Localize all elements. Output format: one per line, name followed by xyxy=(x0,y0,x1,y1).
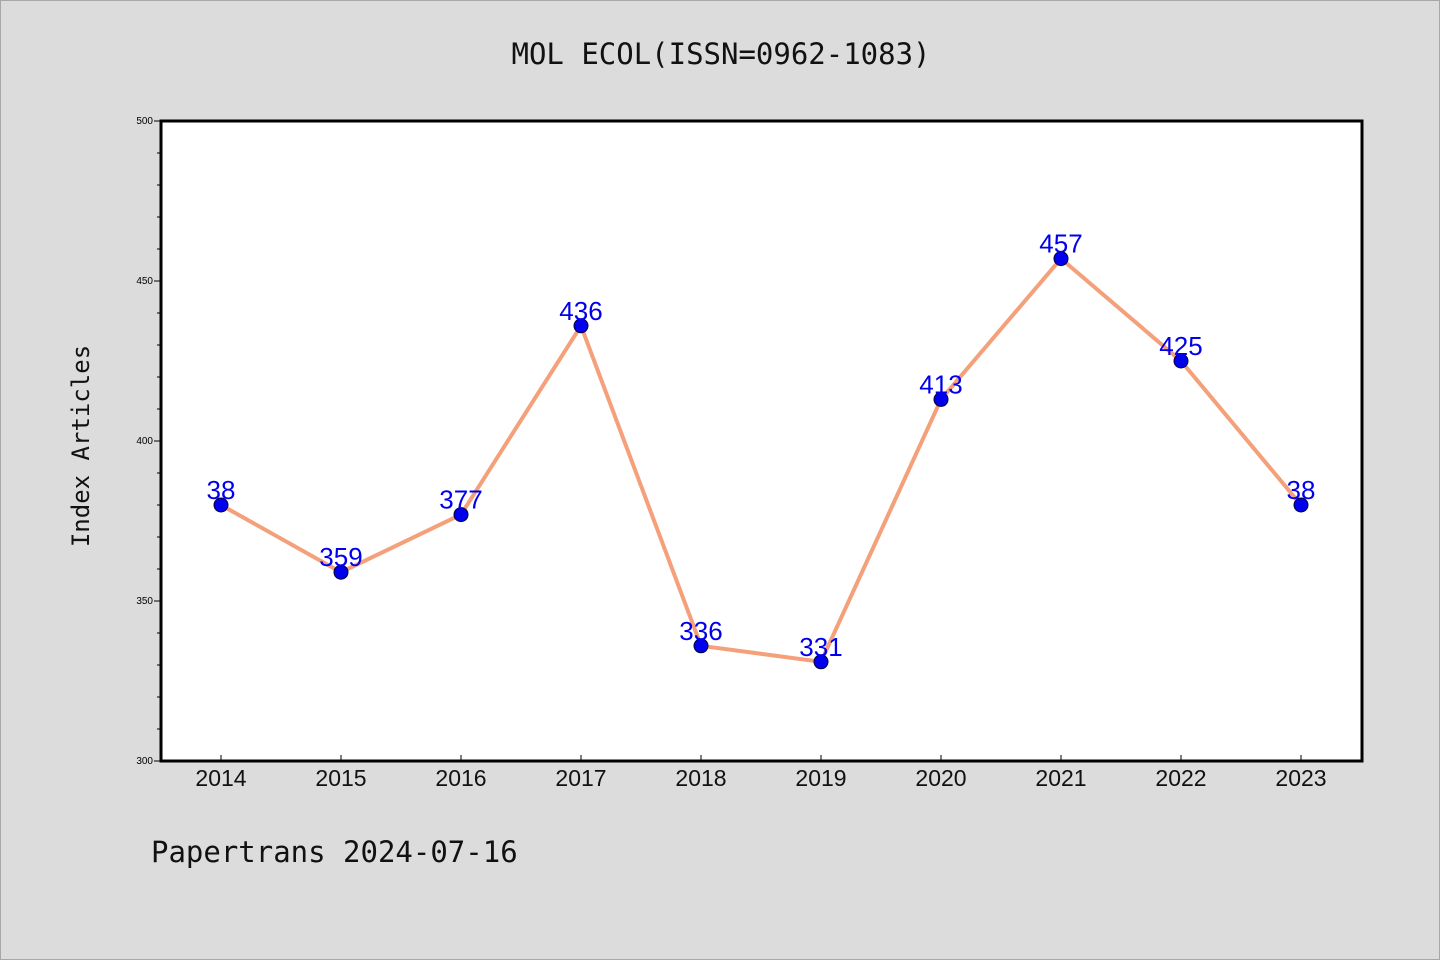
chart-title: MOL ECOL(ISSN=0962-1083) xyxy=(511,37,931,71)
data-label: 377 xyxy=(439,485,482,515)
data-label: 359 xyxy=(319,542,362,572)
x-tick-label: 2018 xyxy=(675,765,726,791)
series-line xyxy=(220,256,1303,664)
data-label: 457 xyxy=(1039,229,1082,259)
x-tick-label: 2015 xyxy=(315,765,366,791)
x-tick-label: 2021 xyxy=(1035,765,1086,791)
data-label: 38 xyxy=(1287,475,1316,505)
data-label: 38 xyxy=(207,475,236,505)
footer-credit: Papertrans 2024-07-16 xyxy=(151,835,518,869)
y-tick-label: 350 xyxy=(136,596,153,607)
x-tick-label: 2016 xyxy=(435,765,486,791)
y-tick-label: 450 xyxy=(136,276,153,287)
x-tick-label: 2014 xyxy=(195,765,246,791)
data-point xyxy=(1053,251,1069,267)
data-point xyxy=(693,638,709,654)
y-tick-label: 400 xyxy=(136,436,153,447)
x-tick-label: 2023 xyxy=(1275,765,1326,791)
data-point xyxy=(1173,353,1189,369)
data-label: 436 xyxy=(559,296,602,326)
x-tick-label: 2019 xyxy=(795,765,846,791)
x-tick-label: 2022 xyxy=(1155,765,1206,791)
data-point xyxy=(453,507,469,523)
data-point xyxy=(933,391,949,407)
y-tick-label: 500 xyxy=(136,116,153,127)
data-label: 425 xyxy=(1159,331,1202,361)
x-tick-label: 2017 xyxy=(555,765,606,791)
data-label: 413 xyxy=(919,369,962,399)
data-point xyxy=(1293,497,1309,513)
data-point xyxy=(333,564,349,580)
data-point xyxy=(813,654,829,670)
data-label: 331 xyxy=(799,632,842,662)
y-tick-label: 300 xyxy=(136,756,153,767)
plot-area xyxy=(159,119,1364,763)
data-point xyxy=(573,318,589,334)
data-label: 336 xyxy=(679,616,722,646)
data-point xyxy=(213,497,229,513)
x-tick-label: 2020 xyxy=(915,765,966,791)
